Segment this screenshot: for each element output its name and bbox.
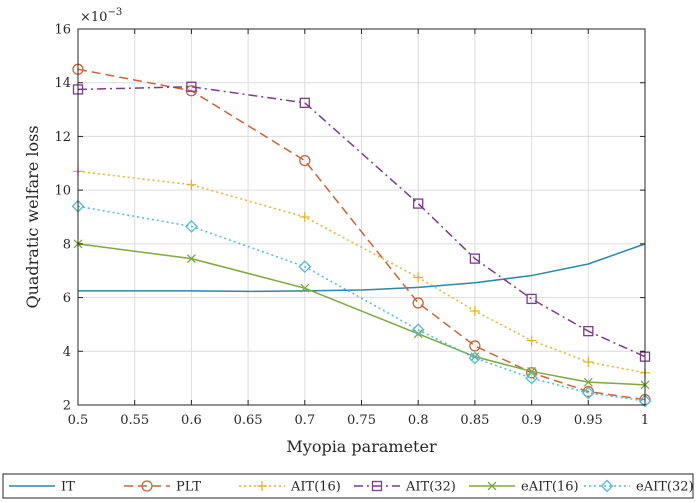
x-tick-label: 0.65 (234, 413, 263, 428)
data-point (300, 283, 310, 293)
series-line (77, 68, 646, 401)
series-line (77, 205, 646, 402)
data-point (411, 323, 425, 337)
y-axis-label: Quadratic welfare loss (23, 125, 42, 308)
y-axis: 2 4 6 8 10 12 14 16 (54, 23, 645, 414)
data-point (186, 179, 197, 190)
data-point (526, 335, 537, 346)
y-tick-label: 8 (63, 237, 71, 252)
data-point (299, 154, 311, 167)
legend-item: AIT(16) (239, 480, 341, 495)
legend-items: IT PLT AIT(16) AIT(32) eAIT(16) eAIT(32) (9, 480, 694, 495)
data-point (469, 253, 481, 264)
series-line (77, 170, 646, 374)
x-tick-label: 0.7 (294, 413, 315, 428)
data-point (526, 293, 537, 305)
data-point (413, 198, 424, 209)
x-tick-label: 0.55 (120, 413, 149, 428)
legend-marker (141, 480, 153, 492)
x-tick-label: 0.5 (68, 413, 89, 428)
y-tick-label: 12 (54, 130, 71, 145)
data-point (186, 81, 197, 92)
data-point (638, 394, 652, 408)
data-point (468, 351, 482, 365)
data-point (412, 297, 424, 309)
data-point (413, 329, 423, 339)
data-point (583, 325, 594, 337)
series-line (78, 243, 646, 293)
series-it (78, 243, 646, 293)
x-tick-label: 1 (641, 413, 649, 428)
legend-item: IT (9, 480, 75, 495)
legend-label: AIT(32) (405, 480, 456, 495)
legend-label: PLT (176, 480, 201, 495)
y-axis-exponent: ×10−3 (80, 7, 122, 25)
legend-label: IT (61, 480, 75, 495)
x-tick-label: 0.6 (181, 413, 202, 428)
data-point (581, 386, 595, 400)
data-point (583, 357, 594, 368)
y-tick-label: 16 (54, 23, 71, 38)
legend-marker (600, 479, 614, 493)
x-tick-label: 0.75 (347, 413, 376, 428)
x-tick-label: 0.85 (460, 413, 489, 428)
series-line (77, 243, 646, 386)
x-axis: 0.5 0.55 0.6 0.65 0.7 0.75 0.8 0.85 0.9 0.95 1 (68, 29, 649, 428)
legend-marker (257, 481, 267, 491)
data-point (184, 219, 198, 233)
legend-item: AIT(32) (354, 480, 456, 495)
data-point (469, 306, 480, 316)
data-point (298, 260, 312, 274)
data-point (527, 366, 537, 376)
data-point (413, 272, 424, 283)
x-tick-label: 0.95 (574, 413, 603, 428)
y-tick-label: 10 (54, 184, 71, 199)
data-point (583, 377, 593, 387)
legend (2, 473, 694, 499)
series-eait-32- (71, 199, 652, 408)
legend-label: eAIT(32) (636, 480, 694, 495)
y-tick-label: 6 (63, 291, 71, 306)
data-point (299, 212, 310, 222)
data-point (525, 371, 539, 385)
data-point (299, 97, 310, 109)
series-layer (71, 63, 652, 408)
legend-item: PLT (124, 480, 201, 495)
y-tick-label: 4 (63, 345, 71, 360)
legend-item: eAIT(32) (584, 480, 694, 495)
y-tick-label: 2 (63, 399, 71, 414)
data-point (469, 340, 481, 352)
y-tick-label: 14 (54, 76, 71, 91)
legend-label: eAIT(16) (521, 480, 579, 495)
series-line (77, 85, 646, 358)
legend-item: eAIT(16) (469, 480, 579, 495)
legend-marker (487, 481, 497, 491)
x-tick-label: 0.9 (521, 413, 542, 428)
x-tick-label: 0.8 (408, 413, 429, 428)
legend-marker (371, 480, 383, 492)
x-axis-label: Myopia parameter (286, 437, 437, 456)
data-point (186, 254, 196, 264)
legend-label: AIT(16) (290, 480, 341, 495)
